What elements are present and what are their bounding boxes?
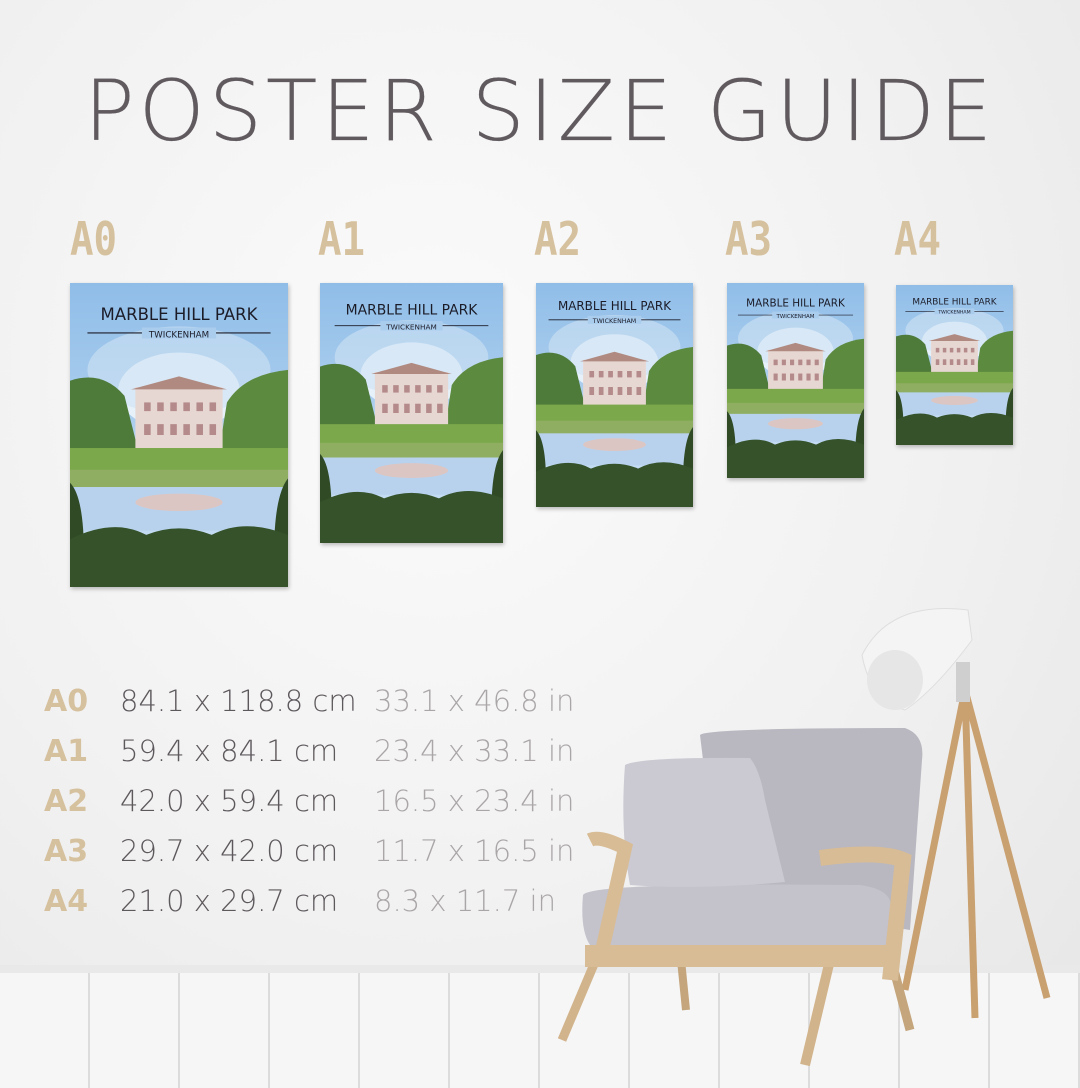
poster-subtitle: TWICKENHAM — [148, 330, 209, 340]
poster-subtitle: TWICKENHAM — [776, 314, 815, 320]
size-in: 11.7 x 16.5 in — [374, 834, 575, 868]
size-cm: 21.0 x 29.7 cm — [120, 884, 339, 918]
floor-lamp — [861, 607, 1051, 1019]
poster-title: MARBLE HILL PARK — [558, 299, 672, 313]
poster-illustration: MARBLE HILL PARK TWICKENHAM — [727, 283, 864, 478]
poster-illustration: MARBLE HILL PARK TWICKENHAM — [70, 283, 288, 587]
size-label-a2: A2 — [534, 212, 582, 266]
poster-a2: MARBLE HILL PARK TWICKENHAM — [536, 283, 693, 507]
poster-a0: MARBLE HILL PARK TWICKENHAM — [70, 283, 288, 587]
size-code: A1 — [44, 733, 89, 769]
size-in: 8.3 x 11.7 in — [374, 884, 556, 918]
size-label-a3: A3 — [725, 212, 773, 266]
poster-illustration: MARBLE HILL PARK TWICKENHAM — [536, 283, 693, 507]
poster-a3: MARBLE HILL PARK TWICKENHAM — [727, 283, 864, 478]
size-cm: 42.0 x 59.4 cm — [120, 784, 339, 818]
poster-illustration: MARBLE HILL PARK TWICKENHAM — [896, 285, 1013, 445]
size-in: 16.5 x 23.4 in — [374, 784, 575, 818]
size-code: A2 — [44, 783, 89, 819]
size-label-a1: A1 — [318, 212, 366, 266]
size-row: A1 59.4 x 84.1 cm 23.4 x 33.1 in — [44, 726, 574, 776]
size-in: 23.4 x 33.1 in — [374, 734, 575, 768]
size-label-a0: A0 — [70, 212, 118, 266]
size-row: A2 42.0 x 59.4 cm 16.5 x 23.4 in — [44, 776, 574, 826]
poster-illustration: MARBLE HILL PARK TWICKENHAM — [320, 283, 503, 543]
size-code: A4 — [44, 883, 89, 919]
size-cm: 29.7 x 42.0 cm — [120, 834, 339, 868]
size-table: A0 84.1 x 118.8 cm 33.1 x 46.8 in A1 59.4 x… — [44, 676, 574, 926]
size-in: 33.1 x 46.8 in — [374, 684, 575, 718]
page-title: POSTER SIZE GUIDE — [83, 62, 997, 160]
size-row: A4 21.0 x 29.7 cm 8.3 x 11.7 in — [44, 876, 574, 926]
poster-title: MARBLE HILL PARK — [346, 302, 479, 318]
size-code: A3 — [44, 833, 89, 869]
size-label-a4: A4 — [894, 212, 942, 266]
poster-title: MARBLE HILL PARK — [746, 298, 846, 310]
poster-title: MARBLE HILL PARK — [100, 305, 258, 324]
size-row: A3 29.7 x 42.0 cm 11.7 x 16.5 in — [44, 826, 574, 876]
size-row: A0 84.1 x 118.8 cm 33.1 x 46.8 in — [44, 676, 574, 726]
armchair — [557, 728, 923, 1067]
poster-title: MARBLE HILL PARK — [912, 298, 996, 308]
size-cm: 59.4 x 84.1 cm — [120, 734, 339, 768]
poster-subtitle: TWICKENHAM — [592, 318, 636, 325]
poster-a1: MARBLE HILL PARK TWICKENHAM — [320, 283, 503, 543]
poster-subtitle: TWICKENHAM — [385, 322, 437, 331]
size-code: A0 — [44, 683, 89, 719]
size-cm: 84.1 x 118.8 cm — [120, 684, 357, 718]
poster-a4: MARBLE HILL PARK TWICKENHAM — [896, 285, 1013, 445]
poster-subtitle: TWICKENHAM — [937, 310, 970, 316]
